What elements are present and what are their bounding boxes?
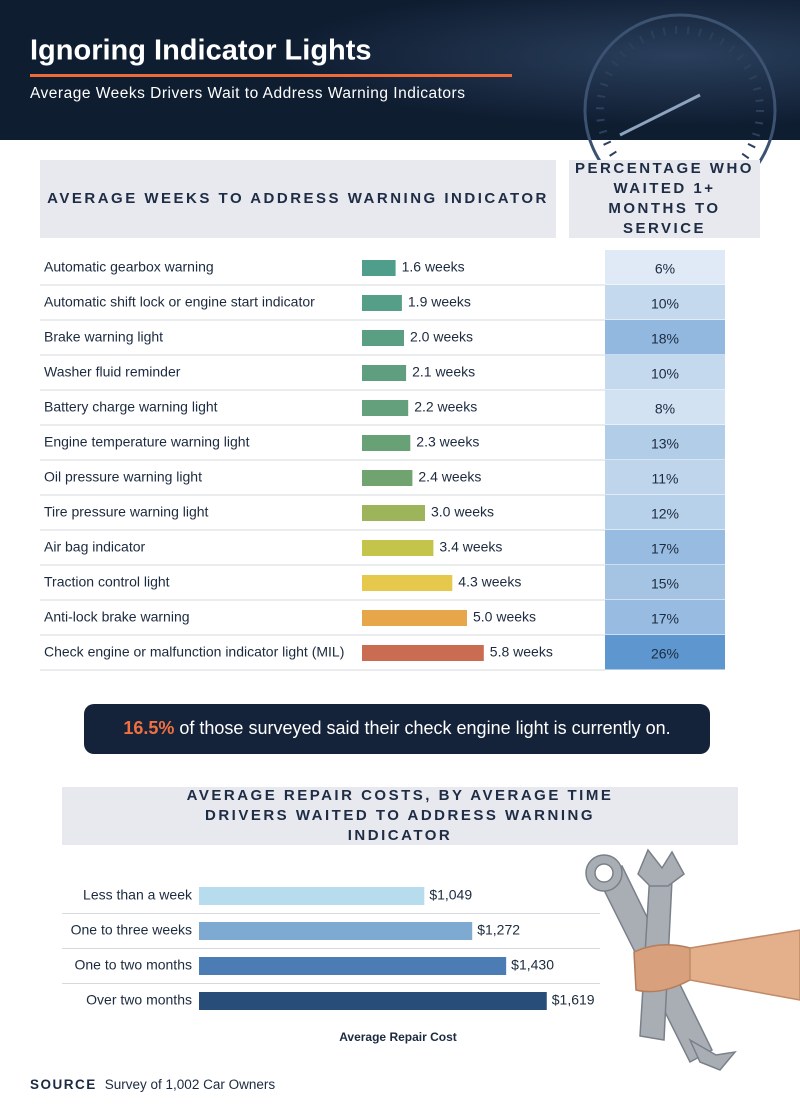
bar (362, 540, 434, 556)
value-label: 2.0 weeks (410, 329, 473, 345)
value-label: $1,049 (429, 887, 472, 903)
value-label: 5.8 weeks (490, 644, 553, 660)
percent-label: 10% (651, 296, 679, 312)
title: Ignoring Indicator Lights (30, 35, 372, 67)
bar (362, 400, 409, 416)
source-text: Survey of 1,002 Car Owners (105, 1077, 276, 1092)
percent-cell (605, 250, 725, 285)
percent-cell (605, 355, 725, 390)
value-label: 2.4 weeks (418, 469, 481, 485)
percent-label: 11% (652, 471, 679, 487)
source-label: SOURCE (30, 1077, 97, 1092)
bar (362, 575, 453, 591)
row-label: Brake warning light (44, 329, 163, 345)
percent-label: 15% (651, 576, 679, 592)
value-label: $1,619 (552, 992, 595, 1008)
percent-label: 13% (651, 436, 679, 452)
bar (362, 365, 407, 381)
row-label: Automatic shift lock or engine start ind… (44, 294, 315, 310)
bar (362, 505, 425, 521)
callout: 16.5% of those surveyed said their check… (123, 718, 670, 738)
value-label: 4.3 weeks (458, 574, 521, 590)
percent-cell (605, 495, 725, 530)
value-label: 5.0 weeks (473, 609, 536, 625)
chart-title: AVERAGE REPAIR COSTS, BY AVERAGE TIME DR… (62, 787, 738, 845)
row-label: Washer fluid reminder (44, 364, 181, 380)
bar (199, 992, 547, 1010)
row-label: Air bag indicator (44, 539, 146, 555)
value-label: 3.4 weeks (439, 539, 502, 555)
percent-cell (605, 635, 725, 670)
bar (199, 922, 473, 940)
row-label: Battery charge warning light (44, 399, 218, 415)
source: SOURCE Survey of 1,002 Car Owners (30, 1077, 275, 1092)
percent-column-title: PERCENTAGE WHO WAITED 1+ MONTHS TO SERVI… (569, 160, 760, 238)
percent-cell (605, 530, 725, 565)
callout-highlight: 16.5% (123, 718, 174, 738)
percent-cell (605, 285, 725, 320)
table-title: AVERAGE WEEKS TO ADDRESS WARNING INDICAT… (40, 160, 556, 238)
row-label: Automatic gearbox warning (44, 259, 214, 275)
percent-cell (605, 565, 725, 600)
row-label: Check engine or malfunction indicator li… (44, 644, 344, 660)
bar (362, 260, 396, 276)
title-underline (30, 74, 512, 77)
percent-cell (605, 460, 725, 495)
bar (199, 957, 507, 975)
y-tick-label: One to three weeks (71, 922, 192, 938)
y-tick-label: Over two months (86, 992, 192, 1008)
callout-text: of those surveyed said their check engin… (179, 718, 670, 738)
percent-cell (605, 390, 725, 425)
value-label: $1,272 (477, 922, 520, 938)
row-label: Anti-lock brake warning (44, 609, 190, 625)
row-label: Tire pressure warning light (44, 504, 209, 520)
bar (362, 330, 404, 346)
row-label: Oil pressure warning light (44, 469, 202, 485)
subtitle: Average Weeks Drivers Wait to Address Wa… (30, 85, 465, 102)
value-label: $1,430 (511, 957, 554, 973)
percent-label: 26% (651, 646, 679, 662)
row-label: Traction control light (44, 574, 170, 590)
bar (362, 470, 413, 486)
callout-box (84, 704, 710, 754)
percent-cell (605, 320, 725, 355)
value-label: 1.6 weeks (402, 259, 465, 275)
value-label: 2.2 weeks (414, 399, 477, 415)
percent-cell (605, 600, 725, 635)
bar (362, 610, 467, 626)
value-label: 1.9 weeks (408, 294, 471, 310)
percent-label: 10% (651, 366, 679, 382)
percent-label: 12% (651, 506, 679, 522)
percent-label: 18% (651, 331, 679, 347)
row-label: Engine temperature warning light (44, 434, 250, 450)
bar (362, 295, 402, 311)
y-tick-label: Less than a week (83, 887, 193, 903)
x-axis-label: Average Repair Cost (339, 1030, 457, 1044)
header-background (0, 0, 800, 140)
value-label: 2.3 weeks (416, 434, 479, 450)
wrench-decor (585, 848, 800, 1071)
bar (362, 645, 484, 661)
percent-label: 17% (651, 541, 679, 557)
percent-label: 17% (651, 611, 679, 627)
percent-label: 8% (655, 401, 675, 417)
gauge-decor (596, 26, 764, 194)
y-tick-label: One to two months (74, 957, 192, 973)
value-label: 3.0 weeks (431, 504, 494, 520)
percent-cell (605, 425, 725, 460)
percent-label: 6% (655, 261, 675, 277)
gauge-needle (619, 93, 701, 137)
bar (199, 887, 425, 905)
bar (362, 435, 411, 451)
value-label: 2.1 weeks (412, 364, 475, 380)
